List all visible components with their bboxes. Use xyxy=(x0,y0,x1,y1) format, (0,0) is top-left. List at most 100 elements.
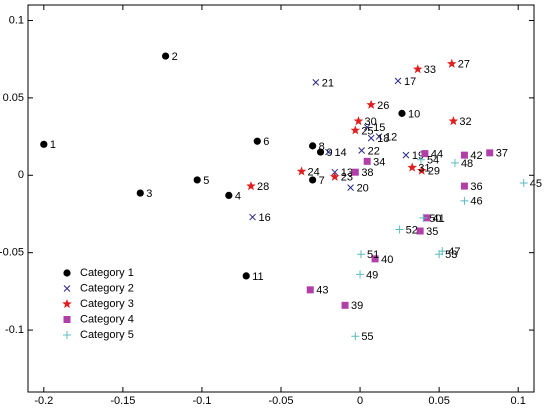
marker xyxy=(366,99,376,109)
x-tick-label: 0.1 xyxy=(511,395,526,407)
point-label: 45 xyxy=(530,178,542,190)
point-label: 5 xyxy=(203,175,209,187)
point-label: 51 xyxy=(367,249,379,261)
legend-label: Category 1 xyxy=(80,267,134,279)
marker xyxy=(448,116,459,126)
point-label: 42 xyxy=(470,150,482,162)
marker xyxy=(312,79,320,86)
point-label: 6 xyxy=(263,136,269,148)
marker xyxy=(450,158,459,167)
point-label: 16 xyxy=(259,212,271,224)
marker xyxy=(62,299,72,308)
marker xyxy=(193,176,201,184)
marker xyxy=(417,165,427,175)
marker xyxy=(407,162,417,172)
point-label: 21 xyxy=(322,77,334,89)
point-label: 48 xyxy=(461,158,473,170)
marker xyxy=(413,64,423,74)
marker xyxy=(341,301,349,309)
point-label: 40 xyxy=(381,254,393,266)
marker xyxy=(363,123,371,131)
point-label: 3 xyxy=(146,188,152,200)
point-label: 28 xyxy=(257,181,269,193)
marker xyxy=(350,125,361,135)
x-tick-label: -0.05 xyxy=(268,395,293,407)
point-label: 49 xyxy=(366,269,378,281)
marker xyxy=(356,270,365,279)
x-tick-label: -0.15 xyxy=(110,395,135,407)
marker xyxy=(460,182,468,190)
point-label: 18 xyxy=(377,133,389,145)
point-label: 15 xyxy=(373,122,385,134)
marker xyxy=(416,227,424,235)
point-label: 7 xyxy=(319,175,325,187)
marker xyxy=(296,166,307,176)
marker xyxy=(358,147,365,154)
point-label: 17 xyxy=(404,76,416,88)
marker xyxy=(363,157,371,165)
marker xyxy=(249,213,256,221)
point-label: 22 xyxy=(368,145,380,157)
marker xyxy=(347,184,354,192)
marker xyxy=(447,58,457,68)
marker xyxy=(460,196,469,205)
point-label: 4 xyxy=(235,190,241,202)
point-label: 39 xyxy=(351,300,363,312)
marker xyxy=(63,269,71,277)
point-label: 14 xyxy=(334,147,346,159)
point-label: 38 xyxy=(361,167,373,179)
y-tick-label: 0.1 xyxy=(9,14,24,26)
marker xyxy=(394,77,402,85)
point-label: 50 xyxy=(429,213,441,225)
point-label: 52 xyxy=(406,224,418,236)
x-tick-label: -0.1 xyxy=(192,395,211,407)
marker xyxy=(460,151,468,159)
point-label: 1 xyxy=(50,139,56,151)
marker xyxy=(242,272,250,280)
marker xyxy=(353,116,364,126)
marker xyxy=(63,331,71,339)
y-tick-label: 0.05 xyxy=(3,92,24,104)
marker xyxy=(395,225,404,234)
marker xyxy=(63,285,71,292)
marker xyxy=(161,52,170,60)
legend-label: Category 3 xyxy=(80,298,134,310)
point-label: 34 xyxy=(373,156,385,168)
marker xyxy=(253,137,261,145)
point-label: 29 xyxy=(428,166,440,178)
marker xyxy=(309,142,317,150)
marker xyxy=(351,168,359,176)
point-label: 8 xyxy=(319,141,325,153)
point-label: 46 xyxy=(470,196,482,208)
point-label: 23 xyxy=(341,172,353,184)
point-label: 32 xyxy=(459,116,471,128)
point-label: 44 xyxy=(431,149,443,161)
marker xyxy=(330,171,340,181)
point-label: 43 xyxy=(316,285,328,297)
marker xyxy=(435,250,444,259)
marker xyxy=(309,176,317,184)
legend-label: Category 5 xyxy=(80,329,134,341)
point-label: 41 xyxy=(432,213,444,225)
point-label: 31 xyxy=(418,162,430,174)
point-label: 37 xyxy=(496,148,508,160)
point-label: 20 xyxy=(357,183,369,195)
y-tick-label: -0.05 xyxy=(0,247,24,259)
marker xyxy=(225,191,233,200)
point-label: 25 xyxy=(361,125,373,137)
marker xyxy=(486,149,494,157)
marker xyxy=(316,148,325,156)
marker xyxy=(136,189,144,197)
x-tick-label: -0.2 xyxy=(34,395,53,407)
point-label: 30 xyxy=(364,116,376,128)
marker xyxy=(416,155,425,164)
point-label: 53 xyxy=(445,249,457,261)
point-label: 24 xyxy=(308,166,320,178)
marker xyxy=(371,255,379,263)
x-tick-label: 0 xyxy=(357,395,363,407)
legend-label: Category 2 xyxy=(80,282,134,294)
marker xyxy=(519,179,528,188)
marker xyxy=(40,140,48,148)
point-label: 33 xyxy=(424,64,436,76)
point-label: 26 xyxy=(377,100,389,112)
